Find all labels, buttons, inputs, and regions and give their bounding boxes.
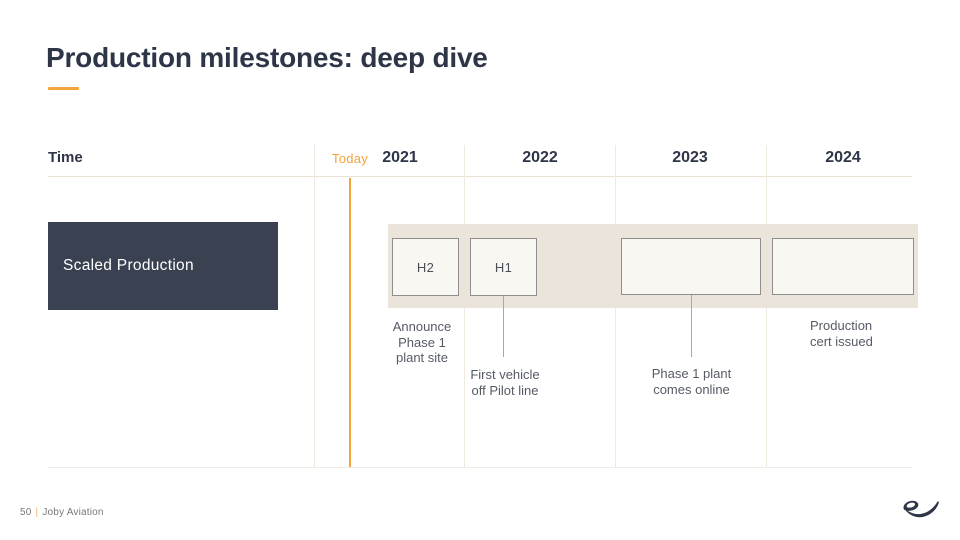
year-label-2024: 2024 <box>825 149 861 166</box>
connector-line <box>503 296 504 357</box>
header-rule <box>48 176 912 177</box>
timeline-baseline <box>48 467 912 468</box>
milestone-caption-announce-plant: Announce Phase 1 plant site <box>392 319 452 365</box>
year-label-2023: 2023 <box>672 149 708 166</box>
footer-company-name: Joby Aviation <box>42 507 104 518</box>
scaled-production-row: Scaled Production <box>48 222 278 310</box>
milestone-box-h1: H1 <box>470 238 537 296</box>
year-label-2021: 2021 <box>382 149 418 166</box>
footer-divider: | <box>35 507 39 518</box>
column-divider <box>314 145 315 467</box>
page-title: Production milestones: deep dive <box>46 42 488 73</box>
title-accent-bar <box>48 87 79 90</box>
milestone-box-h2: H2 <box>392 238 459 296</box>
connector-line <box>691 295 692 357</box>
joby-aviation-logo-icon <box>901 497 943 527</box>
today-marker-line <box>349 178 351 467</box>
slide-footer: 50 | Joby Aviation <box>20 507 104 518</box>
milestone-caption-production-cert: Production cert issued <box>810 318 873 349</box>
milestone-box-phase1-plant <box>621 238 761 295</box>
milestone-caption-plant-online: Phase 1 plant comes online <box>651 366 732 397</box>
milestone-caption-first-vehicle: First vehicle off Pilot line <box>470 367 540 398</box>
footer-page-number: 50 <box>20 507 32 518</box>
year-label-2022: 2022 <box>522 149 558 166</box>
milestone-box-production-cert <box>772 238 914 295</box>
today-label: Today <box>331 151 369 166</box>
time-axis-label: Time <box>48 149 83 166</box>
row-label: Scaled Production <box>63 257 194 274</box>
